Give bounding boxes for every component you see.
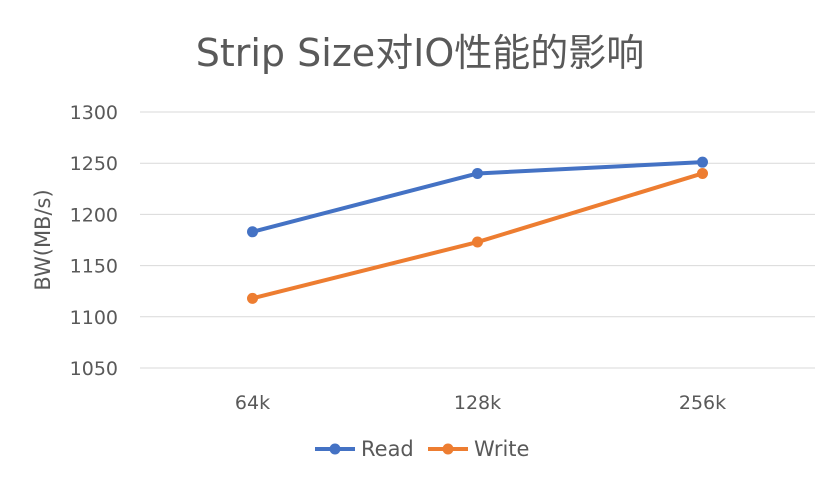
y-tick-label: 1250 — [70, 153, 118, 175]
legend-item: Read — [315, 437, 414, 461]
legend-label: Read — [361, 437, 414, 461]
legend-label: Write — [474, 437, 529, 461]
series-lines — [247, 156, 708, 304]
data-point — [697, 156, 708, 168]
y-axis-label: BW(MB/s) — [31, 189, 55, 290]
x-axis-ticks: 64k 128k 256k — [235, 392, 726, 414]
y-tick-label: 1050 — [70, 358, 118, 380]
legend-swatch-marker — [442, 443, 454, 455]
chart-title: Strip Size对IO性能的影响 — [196, 31, 645, 75]
series-write — [247, 167, 708, 304]
data-point — [472, 167, 483, 179]
y-tick-label: 1100 — [70, 307, 118, 329]
legend: Read Write — [315, 437, 529, 461]
series-line — [250, 171, 705, 301]
y-tick-label: 1150 — [70, 256, 118, 278]
gridlines — [140, 111, 815, 369]
data-point — [247, 292, 258, 304]
data-point — [247, 226, 258, 238]
y-tick-label: 1200 — [70, 204, 118, 226]
legend-swatch-marker — [329, 443, 341, 455]
data-point — [472, 236, 483, 248]
series-read — [247, 156, 708, 238]
x-tick-label: 64k — [235, 392, 270, 414]
legend-item: Write — [428, 437, 529, 461]
x-tick-label: 128k — [454, 392, 501, 414]
y-axis-ticks: 1050 1100 1150 1200 1250 1300 — [70, 102, 118, 380]
data-point — [697, 167, 708, 179]
x-tick-label: 256k — [679, 392, 726, 414]
y-tick-label: 1300 — [70, 102, 118, 124]
